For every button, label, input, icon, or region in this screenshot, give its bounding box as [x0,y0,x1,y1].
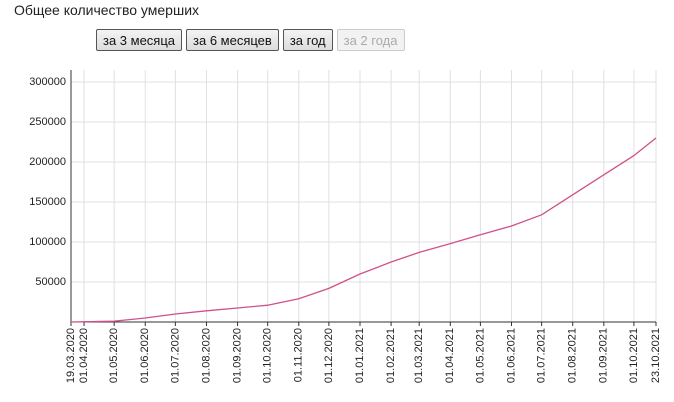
x-tick-label: 01.04.2020 [78,328,90,383]
range-button[interactable]: за год [282,29,333,51]
x-tick-label: 01.07.2020 [169,328,181,383]
button-bar: за 3 месяца за 6 месяцев за год за 2 года [96,29,405,51]
x-tick-label: 19.03.2020 [65,328,77,383]
y-tick-label: 300000 [29,76,66,88]
y-tick-label: 200000 [29,156,66,168]
line [70,137,657,323]
x-tick-label: 01.06.2020 [139,328,151,383]
y-tick-label: 150000 [29,196,66,208]
x-tick-label: 01.11.2020 [293,328,305,382]
x-tick-label: 01.06.2021 [505,328,517,383]
range-button[interactable]: за 6 месяцев [186,29,279,51]
y-tick-label: 100000 [29,236,66,248]
x-tick-label: 01.07.2021 [536,328,548,383]
x-tick-label: 23.10.2021 [650,328,662,383]
chart-title: Общее количество умерших [14,2,200,18]
x-tick-label: 01.04.2021 [444,328,456,383]
x-tick-label: 01.05.2020 [108,328,120,383]
y-tick-label: 250000 [29,116,66,128]
x-tick-label: 01.09.2021 [598,328,610,383]
range-button: за 2 года [336,29,405,51]
x-tick-label: 01.01.2021 [354,328,366,383]
y-tick-label: 50000 [35,276,66,288]
x-tick-label: 01.12.2020 [323,328,335,383]
x-tick-label: 01.08.2020 [200,328,212,383]
x-tick-label: 01.02.2021 [385,328,397,383]
range-button[interactable]: за 3 месяца [96,29,183,51]
x-tick-label: 01.10.2021 [628,328,640,383]
x-tick-label: 01.05.2021 [474,328,486,383]
x-tick-label: 01.08.2021 [567,328,579,383]
x-tick-label: 01.03.2021 [413,328,425,383]
x-tick-label: 01.09.2020 [231,328,243,383]
x-tick-label: 01.10.2020 [262,328,274,383]
